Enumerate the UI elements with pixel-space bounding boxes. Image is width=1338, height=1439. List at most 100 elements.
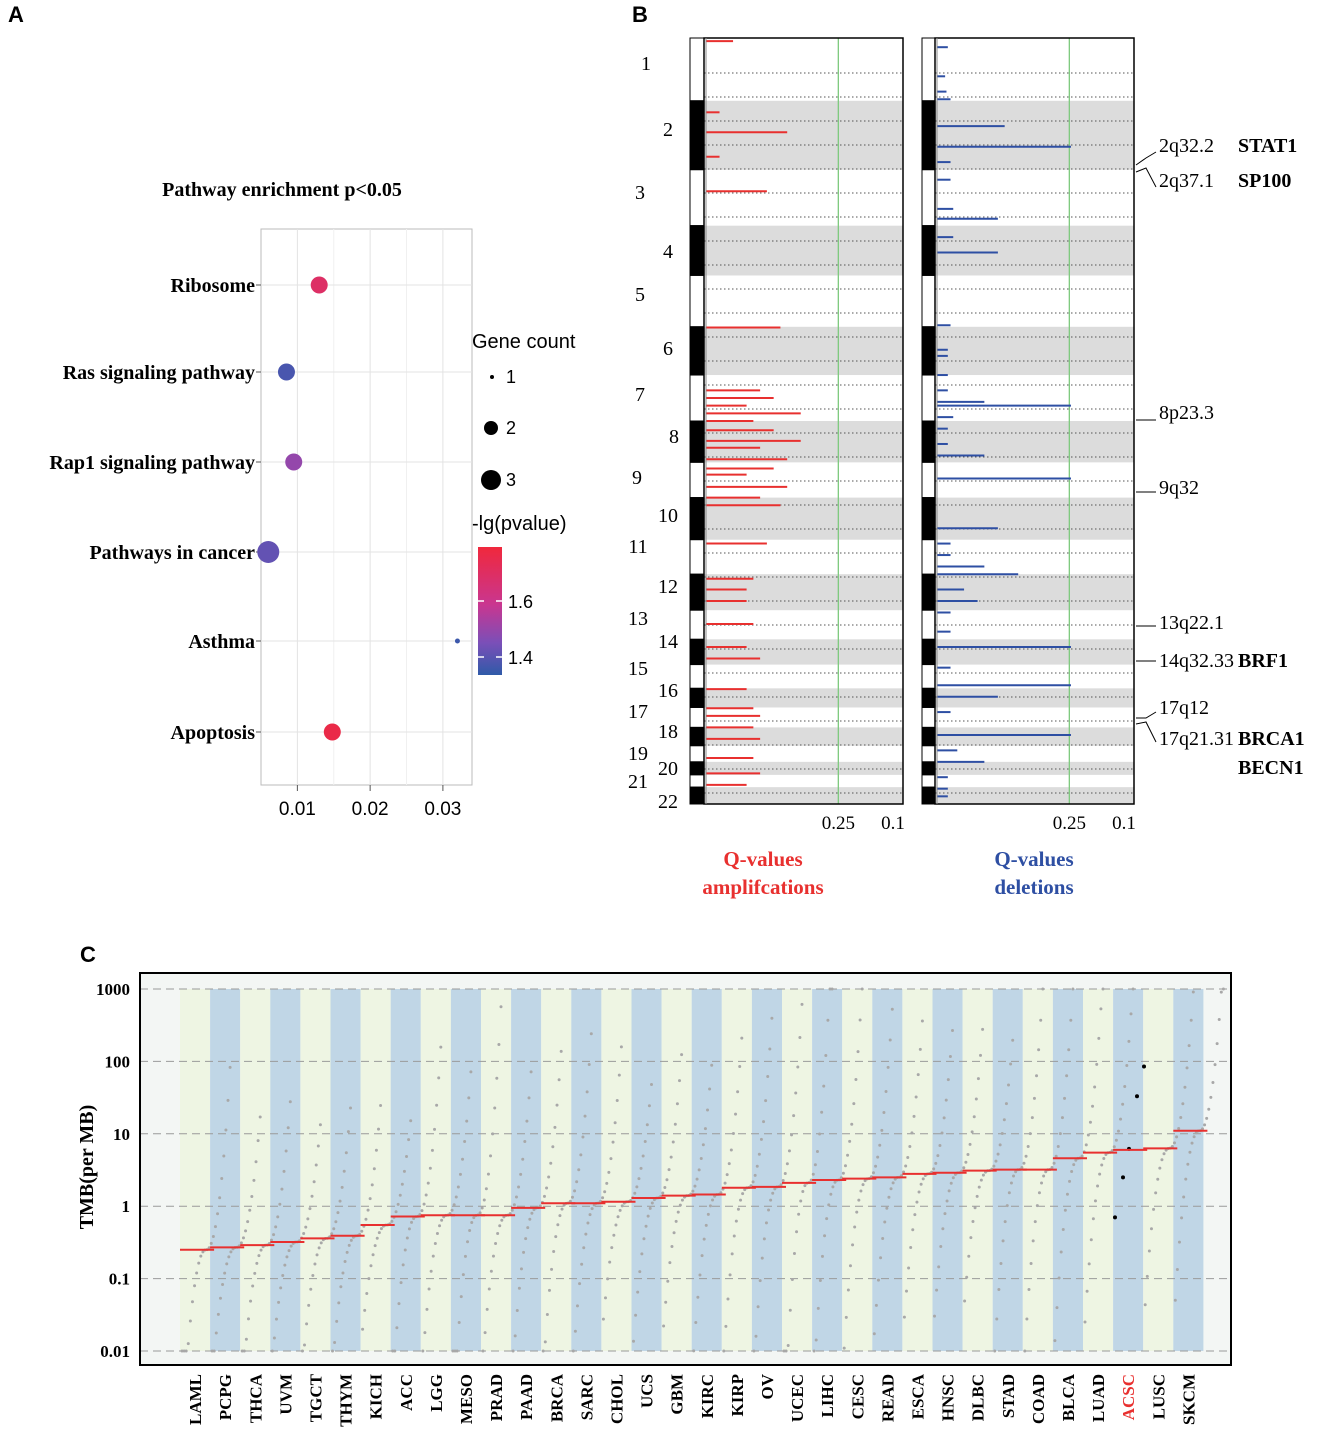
tmb-sample-dot (1211, 1081, 1215, 1085)
tmb-sample-dot (824, 1054, 828, 1058)
amp-label-line1: Q-values (723, 847, 802, 871)
tmb-sample-dot (1007, 1083, 1011, 1087)
tmb-sample-dot (363, 1308, 367, 1312)
tmb-sample-dot (558, 1214, 562, 1218)
tmb-sample-dot (218, 1196, 222, 1200)
tmb-stripe (270, 989, 301, 1351)
tmb-sample-dot (1100, 1163, 1104, 1167)
tmb-sample-dot (402, 1169, 406, 1173)
tmb-stripe (631, 989, 662, 1351)
tmb-sample-dot (207, 1246, 211, 1250)
tmb-sample-dot (1170, 1145, 1174, 1149)
tmb-sample-dot (871, 1171, 875, 1175)
tmb-sample-dot (1185, 1066, 1189, 1070)
tmb-sample-dot (1023, 1349, 1027, 1353)
tmb-sample-dot (860, 987, 864, 991)
tmb-sample-dot (1085, 1289, 1089, 1293)
tmb-sample-dot (859, 1189, 863, 1193)
tmb-sample-dot (701, 1143, 705, 1147)
tmb-sample-dot (222, 1154, 226, 1158)
tmb-sample-dot (1200, 1127, 1204, 1131)
gistic-frames (703, 37, 1135, 805)
tmb-sample-dot (794, 1091, 798, 1095)
tmb-stripe (1143, 989, 1174, 1351)
tmb-sample-dot (258, 1115, 262, 1119)
ideogram-block (921, 169, 936, 227)
ideogram-block (689, 169, 705, 227)
tmb-sample-dot (257, 1254, 261, 1258)
ideogram-block (689, 420, 705, 463)
tmb-sample-dot (762, 1237, 766, 1241)
pathway-enrichment-panel: Pathway enrichment p<0.05 Ribosome Ras si… (49, 179, 575, 820)
chromosome-label: 20 (658, 758, 678, 780)
tmb-sample-dot (994, 1159, 998, 1163)
tmb-sample-dot (1203, 1123, 1207, 1127)
tmb-sample-dot (405, 1155, 409, 1159)
tmb-sample-dot (693, 1184, 697, 1188)
tmb-sample-dot (1127, 1039, 1131, 1043)
tmb-sample-dot (421, 1349, 425, 1353)
tmb-stripe (481, 989, 512, 1351)
tmb-sample-dot (550, 1267, 554, 1271)
tmb-sample-dot (800, 1002, 804, 1006)
tmb-sample-dot (833, 1180, 837, 1184)
tmb-sample-dot (530, 1211, 534, 1215)
tmb-sample-dot (704, 1223, 708, 1227)
tmb-sample-dot (466, 1240, 470, 1244)
tmb-sample-dot (366, 1208, 370, 1212)
chromosome-label: 13 (628, 608, 648, 630)
tmb-sample-dot (863, 1179, 867, 1183)
ideogram-block (689, 100, 705, 171)
tmb-sample-dot (374, 1148, 378, 1152)
tmb-category-label: LGG (427, 1374, 446, 1412)
chromosome-label: 16 (658, 680, 678, 702)
tmb-sample-dot (1101, 987, 1105, 991)
tmb-sample-dot (729, 1148, 733, 1152)
tmb-sample-dot (489, 1154, 493, 1158)
tmb-sample-dot (740, 1036, 744, 1040)
tmb-sample-dot (710, 1063, 714, 1067)
tmb-sample-dot (936, 1154, 940, 1158)
amp-label-line2: amplifcations (702, 875, 823, 899)
tmb-sample-dot (225, 1262, 229, 1266)
tmb-sample-dot (754, 1334, 758, 1338)
tmb-sample-dot (951, 1028, 954, 1032)
tmb-sample-dot (839, 1176, 843, 1180)
tmb-sample-dot (311, 1273, 315, 1277)
tmb-sample-dot (934, 1161, 938, 1165)
tmb-sample-dot (727, 1162, 731, 1166)
tmb-sample-dot (1209, 1095, 1213, 1099)
tmb-sample-dot (1042, 1174, 1046, 1178)
tmb-sample-dot (284, 1149, 288, 1153)
chromosome-label: 6 (663, 338, 673, 360)
tmb-sample-dot (1035, 1074, 1039, 1078)
tmb-sample-dot (270, 1349, 274, 1353)
tmb-sample-dot (823, 1234, 827, 1238)
tmb-sample-dot (941, 1227, 945, 1231)
tmb-sample-dot (333, 1340, 337, 1344)
tmb-category-label: READ (878, 1374, 897, 1422)
tmb-sample-dot (803, 1184, 807, 1188)
tmb-sample-dot (676, 1210, 680, 1214)
tmb-sample-dot (286, 1126, 290, 1130)
tmb-sample-dot (556, 1223, 560, 1227)
tmb-sample-dot (907, 1266, 911, 1270)
tmb-sample-dot (663, 1185, 667, 1189)
tmb-sample-dot (371, 1253, 375, 1257)
pathway-label: Ribosome (171, 275, 256, 297)
tmb-sample-dot (188, 1319, 192, 1323)
tmb-sample-dot (1055, 1306, 1059, 1310)
tmb-sample-dot (680, 1053, 684, 1057)
tmb-sample-dot (1099, 1007, 1103, 1011)
tmb-sample-dot (706, 1108, 710, 1112)
tmb-sample-dot (499, 1005, 503, 1009)
tmb-panel: 0.01 0.1 1 10 100 1000 LAML PCPG THCA UVM TGCT THY… (76, 972, 1232, 1427)
tmb-sample-dot (429, 1269, 433, 1273)
tmb-sample-dot (963, 1299, 967, 1303)
tmb-sample-dot (999, 1261, 1003, 1265)
tmb-sample-dot (675, 1102, 679, 1106)
tmb-sample-dot (344, 1151, 348, 1155)
ideogram-block (921, 374, 936, 422)
tmb-sample-dot (491, 1132, 495, 1136)
gistic-xtick-label: 0.25 (822, 813, 855, 834)
